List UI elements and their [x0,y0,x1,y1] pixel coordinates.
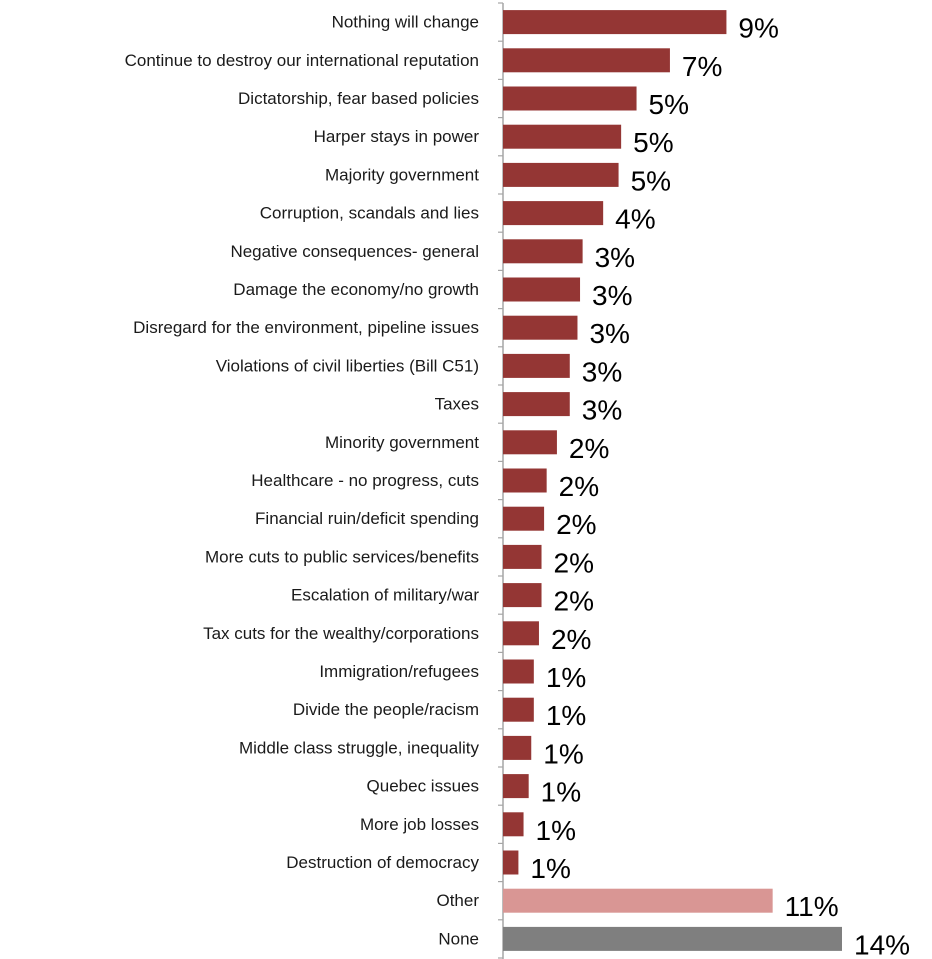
value-label: 2% [554,547,594,578]
value-label: 5% [649,89,689,120]
value-label: 5% [631,165,671,196]
bar-divide-the-people-racism [503,697,534,722]
bar-more-cuts-to-public-services-benefits [503,544,542,569]
value-label: 5% [633,127,673,158]
category-label: Nothing will change [332,13,479,32]
value-label: 1% [543,738,583,769]
bar-none [503,926,842,951]
value-label: 1% [546,700,586,731]
bar-disregard-for-the-environment-pipeline-issues [503,315,578,340]
category-label: More cuts to public services/benefits [205,547,479,566]
category-label: Negative consequences- general [230,242,479,261]
category-label: Continue to destroy our international re… [125,51,479,70]
category-label: Majority government [325,165,479,184]
category-label: Healthcare - no progress, cuts [251,471,479,490]
bar-majority-government [503,162,619,187]
bar-negative-consequences-general [503,239,583,264]
value-label: 2% [554,586,594,617]
category-label: Immigration/refugees [319,662,479,681]
category-label: Other [436,891,479,910]
value-label: 3% [582,356,622,387]
value-label: 3% [589,318,629,349]
value-label: 1% [536,815,576,846]
category-label: Taxes [435,395,479,414]
bar-healthcare-no-progress-cuts [503,468,547,493]
category-label: Financial ruin/deficit spending [255,509,479,528]
value-label: 2% [551,624,591,655]
value-label: 1% [530,853,570,884]
value-label: 9% [738,13,778,44]
value-labels: 9% 7% 5% 5% 5% 4% 3% 3% 3% 3% 3% 2% 2% 2% 2% 2% 2% 1% 1% 1%… [530,13,910,959]
bar-tax-cuts-for-the-wealthy-corporations [503,621,539,646]
bar-financial-ruin-deficit-spending [503,506,545,531]
value-label: 11% [785,891,839,922]
category-label: Damage the economy/no growth [233,280,479,299]
bar-minority-government [503,430,557,455]
value-label: 3% [582,395,622,426]
category-label: Disregard for the environment, pipeline … [133,318,479,337]
value-label: 2% [559,471,599,502]
bar-violations-of-civil-liberties-bill-c51 [503,353,570,378]
bar-immigration-refugees [503,659,534,684]
category-label: Divide the people/racism [293,700,479,719]
category-label: Violations of civil liberties (Bill C51) [216,356,479,375]
category-label: Quebec issues [367,777,479,796]
category-label: Destruction of democracy [286,853,479,872]
value-label: 2% [569,433,609,464]
category-label: None [438,929,479,948]
bar-escalation-of-military-war [503,583,542,608]
bar-taxes [503,392,570,417]
value-label: 4% [615,204,655,235]
value-label: 1% [541,777,581,808]
value-label: 2% [556,509,596,540]
bar-dictatorship-fear-based-policies [503,86,637,111]
bar-other [503,888,773,913]
bar-destruction-of-democracy [503,850,519,875]
bar-continue-to-destroy-our-international-reputation [503,48,670,73]
bar-damage-the-economy-no-growth [503,277,581,302]
category-label: More job losses [360,815,479,834]
bar-middle-class-struggle-inequality [503,735,532,760]
value-label: 1% [546,662,586,693]
category-label: Corruption, scandals and lies [260,204,479,223]
category-label: Dictatorship, fear based policies [238,89,479,108]
category-label: Middle class struggle, inequality [239,738,480,757]
bar-harper-stays-in-power [503,124,622,149]
value-label: 14% [854,929,910,959]
category-labels: Nothing will change Continue to destroy o… [125,13,480,949]
axis-ticks [498,2,503,959]
value-label: 3% [595,242,635,273]
bar-nothing-will-change [503,10,727,35]
bars [503,10,842,951]
category-label: Harper stays in power [314,127,480,146]
bar-corruption-scandals-and-lies [503,201,604,226]
category-label: Tax cuts for the wealthy/corporations [203,624,479,643]
value-label: 7% [682,51,722,82]
value-label: 3% [592,280,632,311]
bar-quebec-issues [503,774,529,799]
bar-more-job-losses [503,812,524,837]
category-label: Minority government [325,433,479,452]
category-label: Escalation of military/war [291,586,479,605]
